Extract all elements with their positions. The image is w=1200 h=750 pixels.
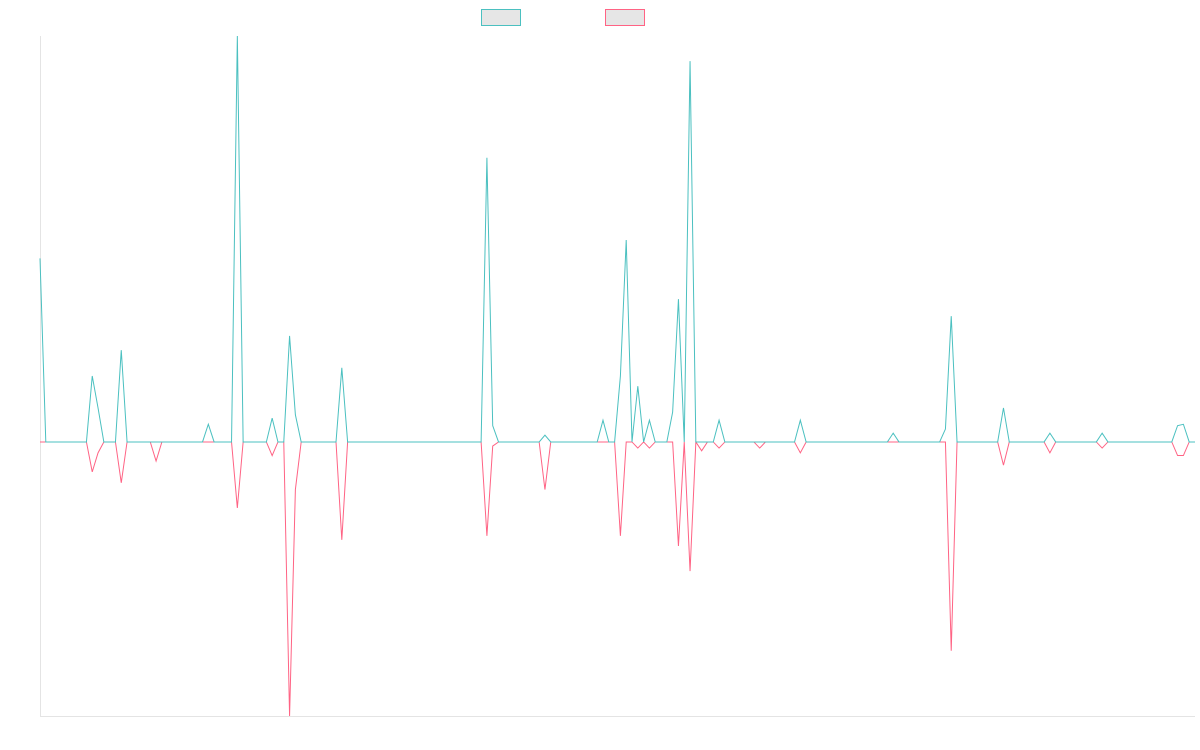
legend-swatch	[605, 9, 645, 26]
line-series	[39, 35, 1195, 443]
legend-swatch	[481, 9, 521, 26]
line-series	[40, 440, 1195, 717]
